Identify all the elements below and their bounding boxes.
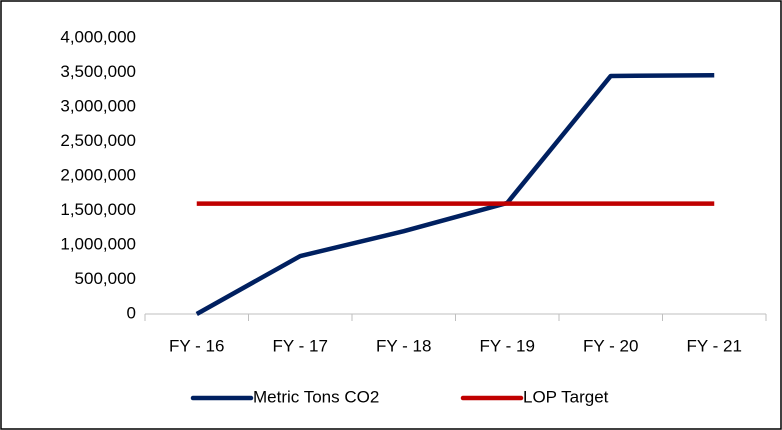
y-tick-label: 500,000 (75, 269, 136, 288)
x-tick-label: FY - 18 (376, 336, 431, 355)
x-tick-label: FY - 16 (169, 336, 224, 355)
x-tick-label: FY - 20 (583, 336, 638, 355)
series-line (195, 73, 715, 316)
y-tick-label: 4,000,000 (60, 27, 136, 46)
x-tick-label: FY - 19 (480, 336, 535, 355)
x-tick-label: FY - 21 (687, 336, 742, 355)
x-tick-label: FY - 17 (273, 336, 328, 355)
legend-label: LOP Target (523, 387, 609, 406)
y-tick-label: 1,500,000 (60, 200, 136, 219)
y-tick-label: 0 (127, 303, 136, 322)
y-tick-label: 1,000,000 (60, 234, 136, 253)
y-tick-label: 3,000,000 (60, 96, 136, 115)
legend-label: Metric Tons CO2 (253, 387, 379, 406)
y-tick-label: 3,500,000 (60, 62, 136, 81)
y-tick-label: 2,500,000 (60, 131, 136, 150)
y-tick-label: 2,000,000 (60, 165, 136, 184)
